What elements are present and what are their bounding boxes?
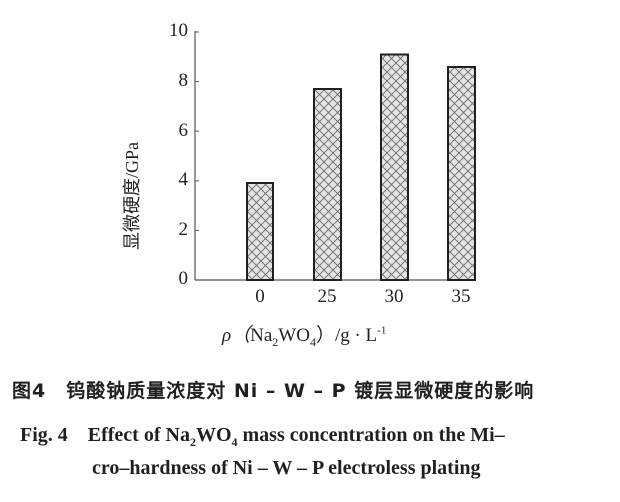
y-ticks (195, 31, 199, 281)
x-axis-label: ρ（Na2WO4）/g · L-1 (222, 324, 387, 349)
bar-0 (246, 182, 274, 281)
y-tick-label: 10 (169, 20, 188, 41)
x-tick-label: 30 (384, 286, 404, 307)
bar-25 (313, 88, 342, 281)
bar-30 (380, 53, 409, 281)
y-tick-label: 2 (178, 219, 189, 240)
y-tick-label: 4 (178, 169, 189, 190)
x-tick-label: 0 (255, 286, 265, 307)
y-tick-label: 8 (178, 70, 189, 91)
y-tick-label: 6 (178, 120, 189, 141)
y-tick-label: 0 (178, 268, 189, 289)
bar-chart (194, 31, 476, 281)
caption-english-line2: cro–hardness of Ni – W – P electroless p… (92, 457, 481, 479)
x-tick-label: 25 (317, 286, 337, 307)
caption-english-line1: Fig. 4 Effect of Na2WO4 mass concentrati… (20, 424, 505, 449)
y-axis-label: 显微硬度/GPa (122, 142, 142, 250)
x-tick-label: 35 (451, 286, 471, 307)
caption-chinese: 图4 钨酸钠质量浓度对 Ni – W – P 镀层显微硬度的影响 (12, 380, 535, 402)
bar-35 (447, 66, 476, 281)
